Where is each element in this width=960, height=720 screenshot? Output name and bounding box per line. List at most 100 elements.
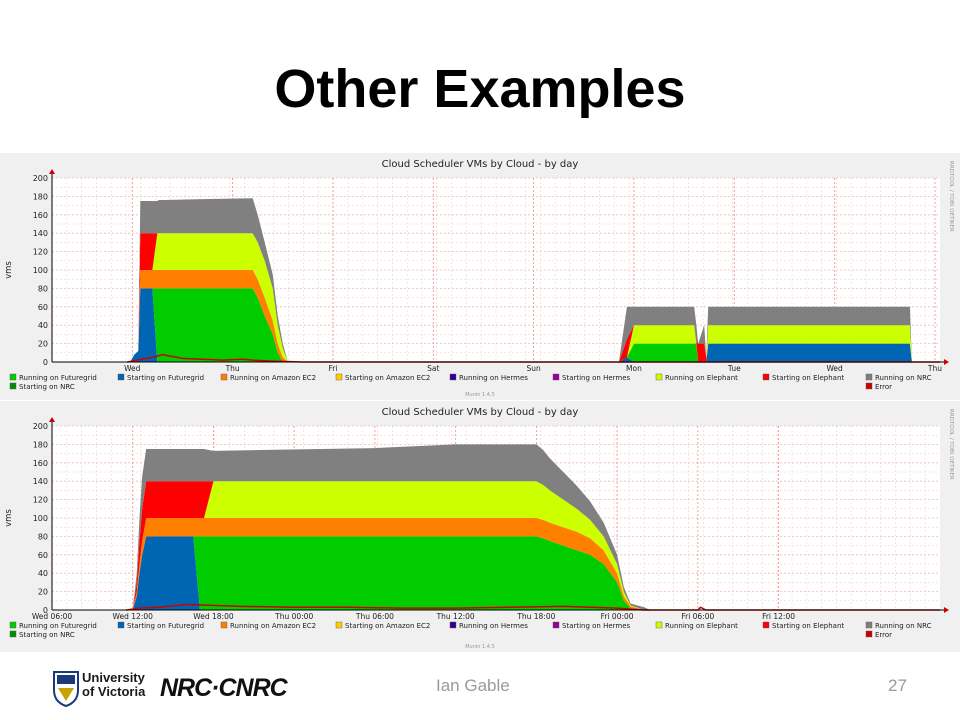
legend-swatch-running-elephant [655, 373, 663, 381]
y-tick-label: 0 [43, 606, 48, 615]
legend-swatch-starting-futuregrid [117, 621, 125, 629]
university-of-victoria-text: University of Victoria [82, 671, 145, 699]
legend-label: Starting on Hermes [562, 374, 631, 382]
chart-title: Cloud Scheduler VMs by Cloud - by day [382, 407, 579, 418]
legend-label: Starting on Futuregrid [127, 374, 204, 382]
y-tick-label: 60 [38, 551, 48, 560]
x-tick-label: Wed 06:00 [32, 612, 73, 621]
page-number: 27 [888, 676, 907, 695]
y-tick-label: 100 [33, 514, 48, 523]
legend-label: Running on NRC [875, 622, 932, 630]
x-tick-label: Thu 12:00 [436, 612, 475, 621]
x-tick-label: Fri 00:00 [601, 612, 634, 621]
legend-label: Error [875, 383, 892, 391]
legend-swatch-running-futuregrid [9, 373, 17, 381]
legend-swatch-error [865, 630, 873, 638]
legend-swatch-starting-nrc [9, 382, 17, 390]
legend-swatch-starting-amazon-ec2 [335, 621, 343, 629]
legend-label: Running on Amazon EC2 [230, 374, 316, 382]
legend-swatch-starting-hermes [552, 621, 560, 629]
y-axis-label: vms [4, 261, 14, 279]
x-tick-label: Thu 00:00 [274, 612, 313, 621]
nrc-cnrc-logo: NRC·CNRC [160, 674, 288, 702]
x-tick-label: Thu 06:00 [355, 612, 394, 621]
area-running-nrc [132, 444, 940, 610]
x-tick-label: Thu 18:00 [516, 612, 555, 621]
x-tick-label: Sat [427, 364, 439, 373]
y-axis-arrow [49, 417, 55, 422]
legend-label: Running on Futuregrid [19, 374, 97, 382]
munin-version-label: Munin 1.4.5 [465, 644, 495, 650]
legend-label: Running on Futuregrid [19, 622, 97, 630]
legend-swatch-running-nrc [865, 373, 873, 381]
legend-label: Starting on Hermes [562, 622, 631, 630]
legend-label: Running on Amazon EC2 [230, 622, 316, 630]
y-tick-label: 120 [33, 496, 48, 505]
chart-title: Cloud Scheduler VMs by Cloud - by day [382, 159, 579, 170]
area-running-elephant [130, 233, 912, 362]
footer-author: Ian Gable [436, 676, 510, 695]
area-running-elephant [132, 481, 940, 610]
legend-swatch-starting-elephant [762, 621, 770, 629]
legend-label: Starting on Elephant [772, 374, 844, 382]
y-tick-label: 60 [38, 303, 48, 312]
y-tick-label: 180 [33, 192, 48, 201]
legend-label: Running on Hermes [459, 622, 528, 630]
legend-label: Error [875, 631, 892, 639]
y-tick-label: 140 [33, 229, 48, 238]
chart-bottom-svg: 0 20 40 60 80 100 120 140 160 180 200 Wed 06:00 Wed … [4, 407, 954, 650]
y-tick-label: 40 [38, 321, 48, 330]
x-tick-label: Tue [727, 364, 741, 373]
y-tick-label: 80 [38, 284, 48, 293]
university-of-victoria-logo [53, 671, 79, 708]
legend-swatch-running-elephant [655, 621, 663, 629]
legend-swatch-starting-amazon-ec2 [335, 373, 343, 381]
area-running-futuregrid [132, 536, 940, 610]
legend-label: Starting on Amazon EC2 [345, 374, 430, 382]
y-tick-label: 200 [33, 422, 48, 431]
legend-swatch-error [865, 382, 873, 390]
x-tick-label: Sun [526, 364, 541, 373]
y-tick-label: 180 [33, 440, 48, 449]
legend-swatch-starting-elephant [762, 373, 770, 381]
legend-swatch-running-hermes [449, 621, 457, 629]
x-tick-label: Wed 12:00 [113, 612, 154, 621]
legend-swatch-running-amazon-ec2 [220, 373, 228, 381]
uvic-text-line-2: of Victoria [82, 684, 146, 699]
chart-panel-top: 0 20 40 60 80 100 120 140 160 180 200 Wed Thu Fri Sat S… [0, 153, 960, 400]
y-tick-label: 120 [33, 248, 48, 257]
uvic-text-line-1: University [82, 670, 145, 685]
legend-label: Starting on NRC [19, 631, 75, 639]
legend-label: Running on Elephant [665, 374, 738, 382]
chart-panel-bottom: 0 20 40 60 80 100 120 140 160 180 200 Wed 06:00 Wed … [0, 401, 960, 652]
legend-swatch-starting-futuregrid [117, 373, 125, 381]
y-axis-label: vms [4, 509, 14, 527]
y-axis-arrow [49, 169, 55, 174]
area-running-futuregrid [130, 288, 912, 362]
x-tick-label: Wed [826, 364, 843, 373]
y-tick-label: 0 [43, 358, 48, 367]
x-axis-arrow [944, 359, 949, 365]
y-tick-label: 200 [33, 174, 48, 183]
legend-label: Running on Hermes [459, 374, 528, 382]
legend-label: Running on NRC [875, 374, 932, 382]
x-axis-arrow [944, 607, 949, 613]
y-tick-label: 160 [33, 459, 48, 468]
legend-swatch-running-hermes [449, 373, 457, 381]
x-tick-label: Wed 18:00 [193, 612, 234, 621]
legend-label: Running on Elephant [665, 622, 738, 630]
x-tick-label: Wed [124, 364, 141, 373]
legend-label: Starting on NRC [19, 383, 75, 391]
slide-title: Other Examples [274, 59, 686, 119]
legend-swatch-starting-hermes [552, 373, 560, 381]
x-tick-label: Fri 12:00 [762, 612, 795, 621]
legend-swatch-running-amazon-ec2 [220, 621, 228, 629]
area-running-nrc [130, 198, 912, 362]
x-tick-label: Fri 06:00 [681, 612, 714, 621]
legend-label: Starting on Elephant [772, 622, 844, 630]
rrdtool-label: RRDTOOL / TOBI OETIKER [948, 409, 954, 480]
x-tick-label: Thu [225, 364, 240, 373]
legend-swatch-running-nrc [865, 621, 873, 629]
y-tick-label: 20 [38, 340, 48, 349]
